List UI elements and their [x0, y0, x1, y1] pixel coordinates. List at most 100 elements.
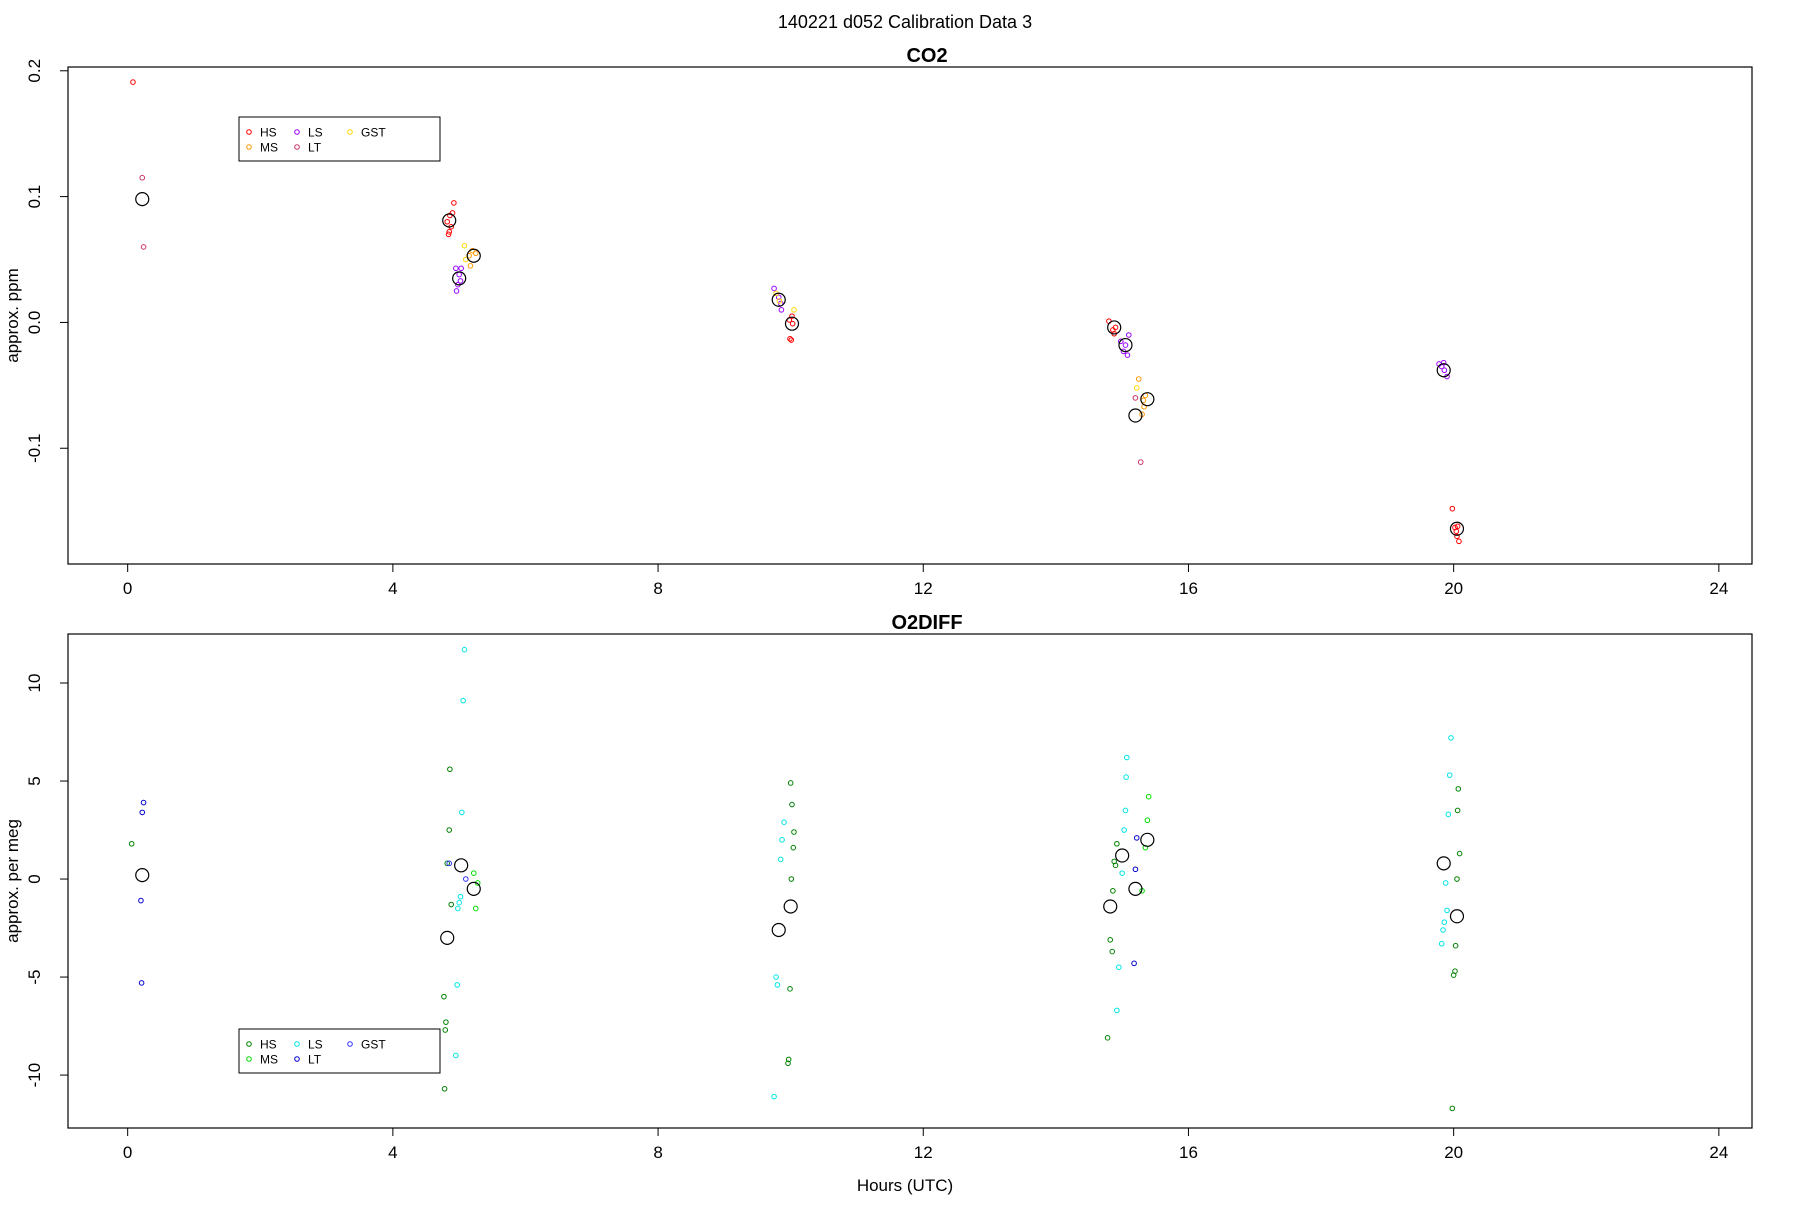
- data-point: [445, 231, 452, 238]
- data-point: [787, 335, 793, 342]
- mean-marker: [784, 316, 800, 331]
- data-point: [1124, 352, 1131, 358]
- y-tick-label: -5: [25, 969, 44, 984]
- data-point: [1454, 807, 1461, 814]
- data-point: [456, 271, 462, 278]
- data-point: [1453, 528, 1460, 535]
- data-point: [1132, 395, 1139, 401]
- x-tick-label: 0: [123, 1143, 132, 1162]
- data-point: [1112, 862, 1119, 869]
- data-point: [1119, 870, 1125, 876]
- mean-marker: [1449, 521, 1465, 536]
- y-tick-label: -0.1: [25, 434, 44, 463]
- legend-swatch: [294, 144, 300, 150]
- legend-label: LS: [308, 1038, 323, 1052]
- x-tick-label: 16: [1179, 579, 1198, 598]
- data-point: [460, 697, 466, 704]
- data-point: [138, 897, 144, 904]
- data-point: [1122, 342, 1129, 348]
- mean-marker: [1128, 408, 1143, 423]
- mean-marker: [1103, 899, 1118, 914]
- mean-marker: [1107, 320, 1122, 335]
- data-point: [456, 899, 462, 906]
- legend-swatch: [294, 1041, 300, 1047]
- data-point: [775, 294, 782, 301]
- legend-label: GST: [361, 126, 386, 140]
- series-hs: [130, 79, 1462, 545]
- data-point: [446, 229, 453, 235]
- data-point: [1112, 324, 1119, 331]
- data-point: [139, 174, 146, 181]
- data-point: [472, 905, 479, 912]
- data-point: [1118, 338, 1124, 345]
- x-tick-label: 8: [653, 1143, 662, 1162]
- data-point: [470, 870, 477, 876]
- data-point: [458, 265, 464, 272]
- data-point: [459, 809, 465, 816]
- series-ls: [453, 646, 1454, 1100]
- data-point: [1107, 937, 1114, 943]
- data-point: [446, 860, 453, 867]
- data-point: [1454, 523, 1461, 530]
- x-tick-label: 12: [914, 1143, 933, 1162]
- y-tick-label: -10: [25, 1063, 44, 1088]
- mean-marker: [452, 271, 467, 286]
- data-point: [139, 809, 146, 816]
- mean-markers: [135, 192, 1465, 536]
- mean-markers: [135, 832, 1465, 945]
- data-point: [789, 313, 795, 319]
- mean-marker: [771, 922, 786, 938]
- legend-label: LS: [308, 126, 323, 140]
- mean-marker: [1436, 363, 1451, 378]
- series-ms: [466, 247, 1149, 418]
- data-point: [787, 780, 794, 786]
- legend-swatch: [246, 1056, 252, 1062]
- data-point: [1116, 964, 1122, 971]
- data-point: [1104, 1035, 1111, 1041]
- data-point: [1445, 811, 1452, 818]
- legend-label: HS: [260, 1038, 277, 1052]
- data-point: [1144, 817, 1151, 824]
- x-axis-label: Hours (UTC): [857, 1176, 953, 1195]
- legend-swatch: [246, 129, 252, 135]
- legend-label: MS: [260, 1053, 278, 1067]
- data-point: [773, 974, 779, 980]
- data-point: [1441, 919, 1448, 925]
- mean-marker: [1128, 881, 1143, 896]
- data-point: [789, 320, 796, 327]
- data-point: [1114, 1007, 1120, 1014]
- data-point: [441, 1085, 448, 1092]
- legend-label: LT: [308, 1053, 322, 1067]
- y-tick-label: 5: [25, 776, 44, 785]
- mean-marker: [1140, 392, 1155, 407]
- mean-marker: [1140, 832, 1155, 847]
- mean-marker: [440, 930, 455, 945]
- data-point: [1133, 385, 1140, 391]
- data-point: [140, 799, 147, 806]
- data-point: [1454, 533, 1460, 540]
- data-point: [781, 819, 787, 825]
- data-point: [1440, 927, 1446, 933]
- x-tick-label: 8: [653, 579, 662, 598]
- legend-swatch: [294, 129, 300, 135]
- data-point: [1110, 888, 1116, 894]
- data-point: [444, 860, 451, 867]
- y-tick-label: 10: [25, 674, 44, 693]
- figure-title: 140221 d052 Calibration Data 3: [778, 12, 1032, 32]
- data-point: [1109, 948, 1116, 955]
- data-point: [1121, 827, 1127, 833]
- data-point: [446, 827, 453, 833]
- legend-box: [238, 1028, 441, 1074]
- y-tick-label: 0.0: [25, 311, 44, 335]
- data-point: [1142, 844, 1149, 851]
- data-point: [1456, 850, 1463, 857]
- legend-swatch: [246, 144, 252, 150]
- data-point: [447, 212, 453, 219]
- data-point: [447, 766, 453, 773]
- data-point: [1123, 754, 1130, 761]
- data-point: [130, 79, 136, 85]
- legend-label: MS: [260, 141, 278, 155]
- panel-1: O2DIFF 0 4 8 12 16 20 24 -10 -5 0 5 10 approx. per me…: [3, 612, 1753, 1162]
